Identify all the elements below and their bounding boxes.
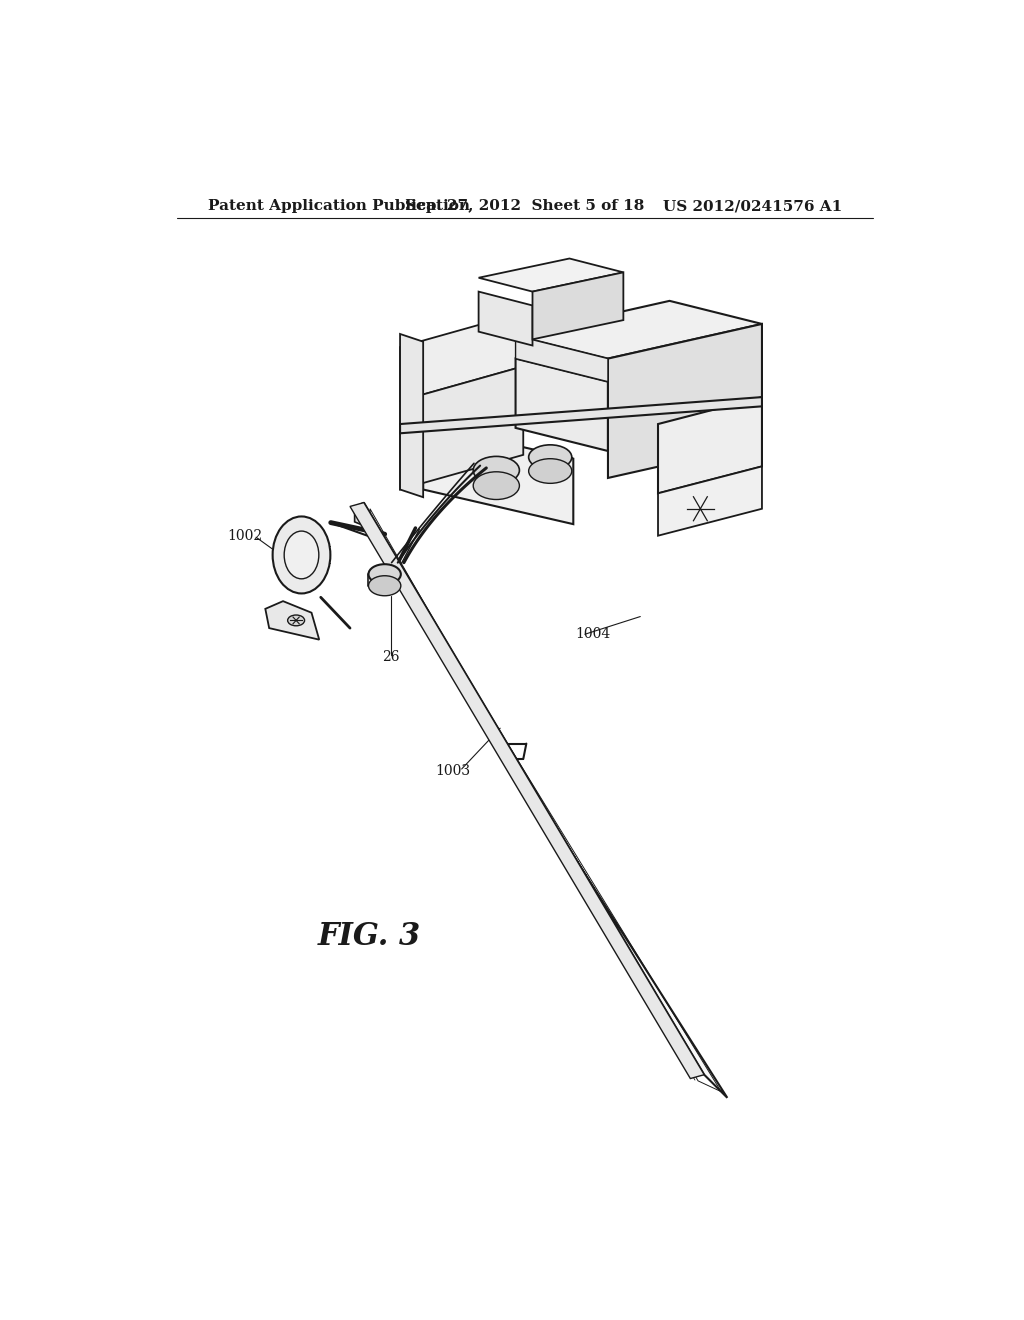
Text: US 2012/0241576 A1: US 2012/0241576 A1 [663, 199, 842, 213]
Ellipse shape [528, 445, 571, 470]
Ellipse shape [272, 516, 331, 594]
Text: 26: 26 [382, 651, 399, 664]
Polygon shape [354, 503, 364, 525]
Polygon shape [523, 313, 578, 414]
Ellipse shape [528, 458, 571, 483]
Text: FIG. 3: FIG. 3 [317, 920, 421, 952]
Polygon shape [265, 601, 319, 640]
Polygon shape [515, 335, 608, 381]
Polygon shape [658, 397, 762, 494]
Polygon shape [364, 503, 727, 1098]
Text: 1004: 1004 [574, 627, 610, 642]
Text: Patent Application Publication: Patent Application Publication [208, 199, 470, 213]
Polygon shape [515, 301, 762, 359]
Text: Sep. 27, 2012  Sheet 5 of 18: Sep. 27, 2012 Sheet 5 of 18 [406, 199, 644, 213]
Polygon shape [400, 397, 762, 433]
Polygon shape [478, 292, 532, 346]
Polygon shape [608, 323, 762, 478]
Ellipse shape [285, 531, 318, 579]
Ellipse shape [473, 457, 519, 484]
Polygon shape [515, 359, 608, 451]
Ellipse shape [288, 615, 304, 626]
Ellipse shape [369, 576, 400, 595]
Polygon shape [400, 313, 523, 401]
Polygon shape [478, 259, 624, 292]
Polygon shape [532, 272, 624, 339]
Polygon shape [423, 424, 573, 524]
Polygon shape [400, 334, 423, 498]
Ellipse shape [369, 564, 400, 585]
Polygon shape [400, 367, 523, 490]
Polygon shape [658, 466, 762, 536]
Polygon shape [350, 503, 705, 1078]
Text: 1002: 1002 [227, 529, 262, 543]
Ellipse shape [473, 471, 519, 499]
Text: 1003: 1003 [435, 763, 470, 777]
